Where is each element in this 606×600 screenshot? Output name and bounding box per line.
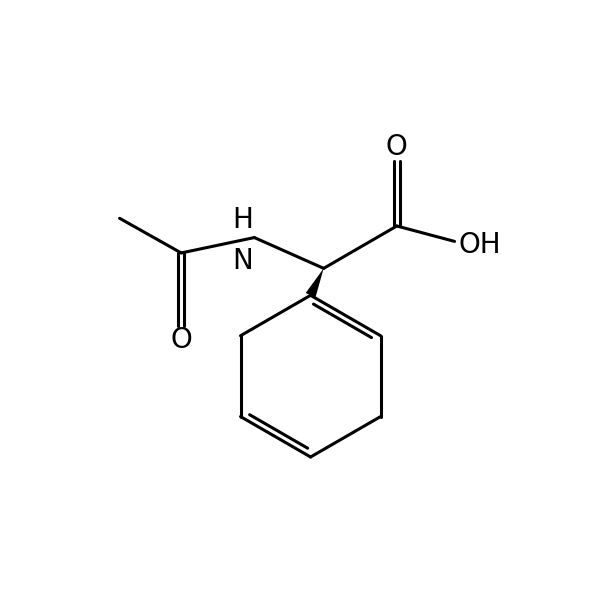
Text: O: O — [386, 133, 408, 161]
Text: OH: OH — [458, 231, 501, 259]
Text: H: H — [232, 206, 253, 234]
Text: N: N — [233, 247, 253, 275]
Text: O: O — [170, 326, 192, 354]
Polygon shape — [305, 268, 324, 298]
